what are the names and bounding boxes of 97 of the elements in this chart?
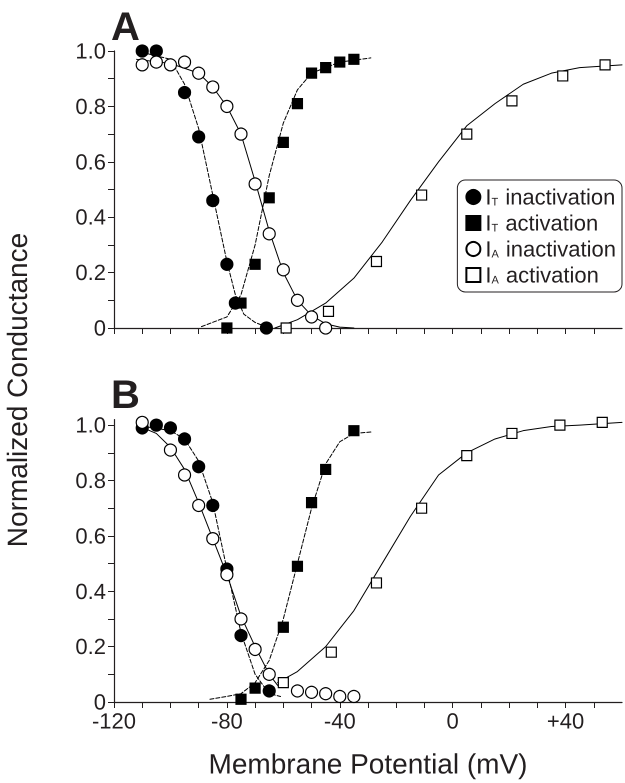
point [599, 59, 611, 70]
point [206, 194, 220, 208]
point [234, 612, 248, 626]
point [164, 58, 178, 72]
point [178, 432, 192, 446]
point [264, 192, 275, 204]
point [150, 44, 163, 58]
point [278, 677, 289, 688]
point [192, 460, 206, 474]
point [557, 70, 568, 82]
chart-title: B [111, 373, 140, 417]
point [416, 502, 428, 514]
x-axis-title: Membrane Potential (mV) [208, 748, 528, 780]
point [206, 532, 220, 546]
point [292, 560, 304, 572]
point [506, 95, 518, 106]
point [164, 443, 178, 457]
point [348, 54, 360, 65]
point [164, 421, 178, 435]
point [290, 294, 304, 307]
legend-label: IT inactivation [485, 184, 616, 210]
point [320, 464, 332, 476]
point [235, 694, 247, 705]
y-tick-label: 1.0 [75, 38, 106, 64]
point [319, 321, 332, 335]
legend-label: IA activation [485, 262, 599, 288]
point [262, 684, 276, 698]
point [260, 321, 273, 335]
point [248, 642, 262, 656]
point [150, 55, 163, 69]
y-tick-label: 0.4 [75, 204, 106, 230]
x-tick-label: +40 [546, 708, 584, 734]
point [348, 425, 360, 436]
point [178, 86, 192, 100]
y-tick-label: 1.0 [75, 412, 106, 438]
point [276, 263, 290, 276]
point [192, 130, 206, 144]
point [306, 68, 318, 79]
point [178, 55, 192, 69]
point [136, 58, 149, 72]
point [278, 622, 289, 633]
point [250, 682, 261, 694]
point [506, 428, 518, 440]
y-tick-label: 0.6 [75, 523, 106, 548]
point [136, 416, 149, 429]
point [554, 420, 566, 431]
x-tick-label: -40 [324, 708, 356, 734]
point [178, 468, 192, 482]
point [220, 100, 234, 113]
point [322, 306, 334, 317]
point [306, 497, 318, 508]
x-tick-label: 0 [446, 708, 459, 734]
point [206, 80, 220, 94]
point [262, 227, 276, 240]
y-tick-label: 0.4 [75, 578, 106, 604]
point [234, 628, 248, 642]
point [370, 256, 382, 268]
point [150, 418, 163, 432]
point [334, 56, 346, 68]
point [290, 684, 304, 698]
point [206, 498, 220, 512]
point [319, 687, 332, 700]
point [136, 44, 149, 58]
point [320, 62, 332, 74]
point [333, 690, 346, 704]
point [461, 128, 472, 140]
y-axis-title: Normalized Conductance [2, 232, 34, 548]
point [280, 322, 292, 334]
y-tick-label: 0.8 [75, 94, 106, 119]
point [220, 568, 234, 582]
point [234, 128, 248, 141]
point [416, 189, 428, 201]
y-tick-label: 0.8 [75, 468, 106, 494]
point [250, 258, 261, 270]
point [461, 450, 472, 462]
y-tick-label: 0.2 [75, 260, 106, 286]
legend-label: IA inactivation [485, 236, 616, 262]
point [326, 646, 337, 658]
point [221, 322, 232, 334]
point [220, 258, 234, 271]
point [278, 136, 289, 148]
point [262, 668, 276, 681]
point [304, 310, 318, 324]
x-tick-label: -80 [210, 708, 243, 734]
point [347, 690, 360, 704]
point [370, 577, 382, 589]
legend-label: IT activation [485, 210, 598, 236]
y-tick-label: 0.2 [75, 634, 106, 660]
point [304, 686, 318, 699]
y-tick-label: 0 [94, 316, 106, 340]
chart-title: A [111, 5, 140, 49]
point [596, 416, 608, 428]
point [292, 98, 304, 110]
point [192, 66, 206, 80]
point [248, 177, 262, 191]
point [192, 498, 206, 512]
y-tick-label: 0.6 [75, 149, 106, 174]
